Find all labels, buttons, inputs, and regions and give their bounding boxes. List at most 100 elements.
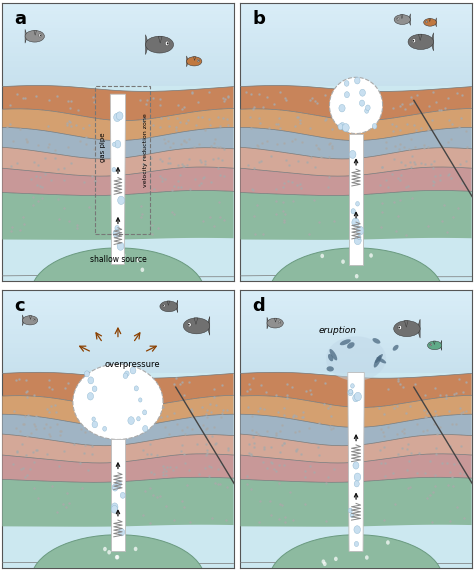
- Point: [219, 405, 227, 415]
- Point: [401, 143, 408, 152]
- Point: [460, 513, 467, 522]
- Point: [394, 211, 401, 220]
- Ellipse shape: [374, 355, 382, 368]
- Point: [177, 140, 184, 149]
- Bar: [2, 359, 234, 362]
- Point: [391, 198, 398, 207]
- Ellipse shape: [424, 18, 437, 26]
- Point: [36, 182, 44, 191]
- Point: [280, 439, 288, 448]
- Polygon shape: [158, 36, 162, 43]
- Point: [437, 106, 444, 115]
- Point: [397, 379, 404, 388]
- Circle shape: [33, 319, 35, 321]
- Bar: [2, 83, 234, 86]
- Point: [35, 196, 42, 206]
- Point: [447, 134, 455, 143]
- Circle shape: [348, 508, 352, 513]
- Circle shape: [320, 254, 324, 258]
- Bar: [240, 359, 472, 362]
- Point: [433, 98, 440, 107]
- Ellipse shape: [377, 357, 386, 364]
- Point: [46, 95, 53, 104]
- Point: [215, 480, 222, 489]
- Point: [402, 408, 410, 417]
- Point: [391, 500, 399, 509]
- Point: [91, 176, 99, 186]
- Point: [325, 139, 333, 148]
- Bar: [2, 292, 234, 295]
- Circle shape: [134, 386, 138, 391]
- Bar: [240, 317, 472, 320]
- Point: [405, 439, 412, 448]
- Point: [208, 463, 215, 472]
- Point: [139, 159, 146, 168]
- Bar: [240, 348, 472, 351]
- Point: [407, 134, 415, 143]
- Point: [137, 212, 145, 222]
- Point: [272, 391, 279, 400]
- Point: [7, 100, 14, 109]
- Circle shape: [357, 235, 361, 240]
- Point: [22, 135, 29, 144]
- Point: [281, 513, 289, 522]
- Bar: [240, 31, 472, 34]
- Point: [432, 449, 439, 459]
- Point: [459, 178, 466, 187]
- Point: [245, 379, 253, 388]
- Point: [162, 501, 170, 510]
- Bar: [240, 67, 472, 70]
- Bar: [2, 353, 234, 356]
- Point: [417, 123, 425, 132]
- Point: [153, 493, 161, 502]
- Point: [211, 439, 219, 448]
- Point: [67, 96, 75, 106]
- Bar: [2, 42, 234, 45]
- Point: [378, 424, 385, 433]
- Point: [21, 411, 28, 420]
- Point: [391, 155, 398, 164]
- Point: [389, 104, 396, 113]
- Point: [458, 90, 465, 99]
- Circle shape: [365, 108, 369, 113]
- Bar: [240, 25, 472, 28]
- Polygon shape: [2, 86, 234, 120]
- Point: [281, 209, 289, 218]
- Point: [440, 200, 448, 210]
- Point: [242, 87, 249, 96]
- Point: [254, 142, 262, 151]
- Point: [79, 123, 87, 132]
- Point: [202, 432, 210, 441]
- Bar: [240, 365, 472, 368]
- Circle shape: [372, 123, 377, 129]
- Point: [389, 126, 397, 135]
- Bar: [2, 345, 234, 348]
- Point: [12, 375, 19, 384]
- Point: [82, 140, 90, 149]
- Ellipse shape: [347, 342, 355, 349]
- Bar: [2, 17, 234, 19]
- Point: [289, 412, 297, 421]
- Point: [328, 142, 336, 151]
- Point: [431, 406, 439, 415]
- Point: [163, 467, 170, 476]
- Point: [378, 199, 386, 208]
- Point: [436, 105, 443, 114]
- Circle shape: [355, 77, 360, 84]
- Circle shape: [111, 505, 118, 513]
- Polygon shape: [22, 315, 24, 325]
- Point: [330, 216, 338, 226]
- Point: [13, 158, 21, 167]
- Circle shape: [143, 425, 148, 432]
- Point: [166, 142, 174, 151]
- Point: [52, 145, 59, 154]
- Circle shape: [353, 395, 359, 402]
- Bar: [240, 6, 472, 9]
- Point: [24, 471, 31, 480]
- Point: [165, 154, 173, 163]
- Polygon shape: [349, 134, 363, 264]
- Point: [247, 89, 255, 98]
- Bar: [240, 47, 472, 50]
- Point: [205, 471, 212, 480]
- Point: [173, 122, 180, 131]
